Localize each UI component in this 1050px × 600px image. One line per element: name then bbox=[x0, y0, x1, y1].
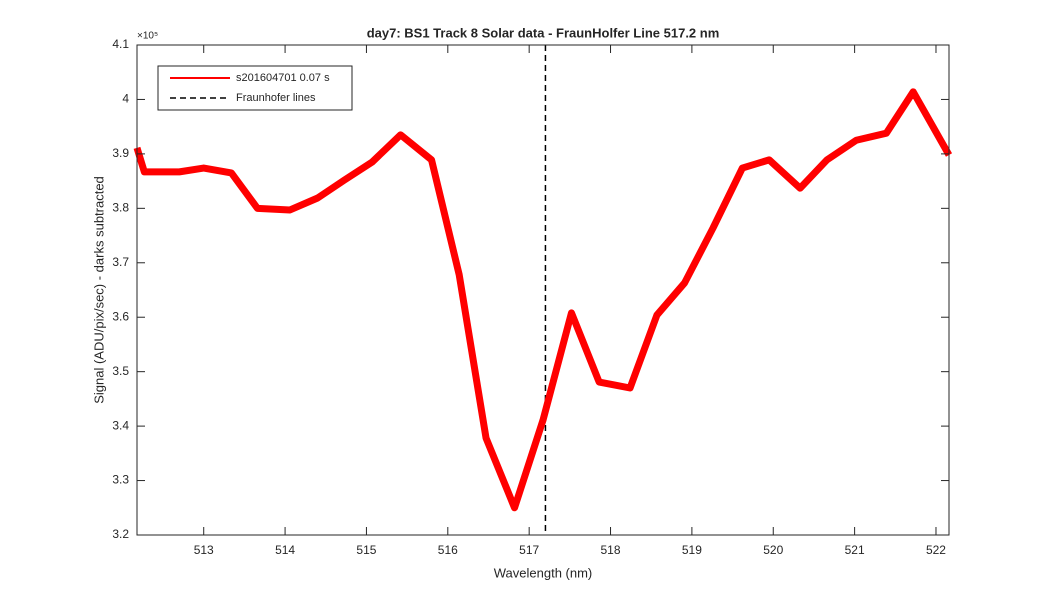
y-tick-label: 3.3 bbox=[112, 473, 129, 487]
legend-label: Fraunhofer lines bbox=[236, 92, 316, 104]
x-tick-label: 515 bbox=[356, 543, 376, 557]
x-tick-label: 518 bbox=[601, 543, 621, 557]
y-tick-label: 3.5 bbox=[112, 364, 129, 378]
axes-box bbox=[136, 44, 950, 536]
x-axis-label: Wavelength (nm) bbox=[494, 565, 593, 580]
x-tick-label: 519 bbox=[682, 543, 702, 557]
x-tick-label: 513 bbox=[194, 543, 214, 557]
x-tick-label: 521 bbox=[845, 543, 865, 557]
data-line bbox=[133, 88, 953, 512]
y-multiplier: ×10⁵ bbox=[137, 31, 158, 42]
y-tick-label: 3.4 bbox=[112, 418, 129, 432]
x-tick-label: 520 bbox=[763, 543, 783, 557]
y-axis-label: Signal (ADU/pix/sec) - darks subtracted bbox=[91, 176, 106, 404]
y-tick-label: 3.6 bbox=[112, 309, 129, 323]
x-tick-label: 514 bbox=[275, 543, 295, 557]
y-tick-label: 3.7 bbox=[112, 255, 129, 269]
y-tick-label: 3.9 bbox=[112, 146, 129, 160]
legend-label: s201604701 0.07 s bbox=[236, 72, 330, 84]
y-tick-label: 3.8 bbox=[112, 201, 129, 215]
legend-box bbox=[157, 65, 353, 111]
x-tick-label: 522 bbox=[926, 543, 946, 557]
y-tick-label: 4 bbox=[122, 92, 129, 106]
chart-title: day7: BS1 Track 8 Solar data - FraunHolf… bbox=[367, 25, 720, 40]
y-tick-label: 3.2 bbox=[112, 527, 129, 541]
x-tick-label: 517 bbox=[519, 543, 539, 557]
y-tick-label: 4.1 bbox=[112, 37, 129, 51]
x-tick-label: 516 bbox=[438, 543, 458, 557]
